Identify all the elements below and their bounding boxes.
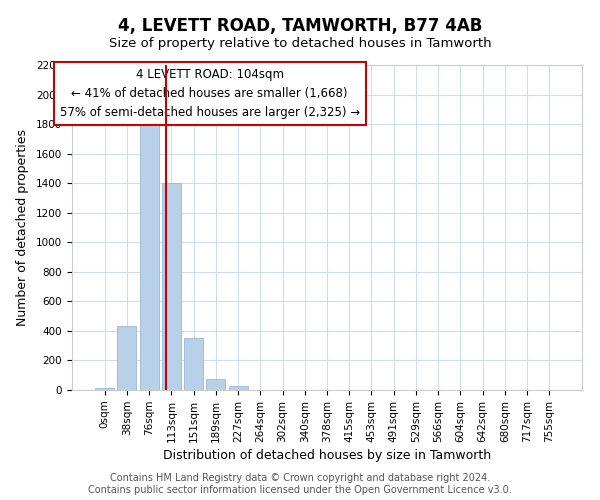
Bar bbox=[118, 326, 136, 390]
Bar bbox=[206, 379, 225, 390]
Text: Contains HM Land Registry data © Crown copyright and database right 2024.
Contai: Contains HM Land Registry data © Crown c… bbox=[88, 474, 512, 495]
Bar bbox=[229, 386, 248, 390]
Text: 4 LEVETT ROAD: 104sqm
← 41% of detached houses are smaller (1,668)
57% of semi-d: 4 LEVETT ROAD: 104sqm ← 41% of detached … bbox=[59, 68, 360, 119]
X-axis label: Distribution of detached houses by size in Tamworth: Distribution of detached houses by size … bbox=[163, 449, 491, 462]
Y-axis label: Number of detached properties: Number of detached properties bbox=[16, 129, 29, 326]
Bar bbox=[140, 124, 158, 390]
Bar bbox=[95, 388, 114, 390]
Text: 4, LEVETT ROAD, TAMWORTH, B77 4AB: 4, LEVETT ROAD, TAMWORTH, B77 4AB bbox=[118, 18, 482, 36]
Bar bbox=[184, 338, 203, 390]
Text: Size of property relative to detached houses in Tamworth: Size of property relative to detached ho… bbox=[109, 38, 491, 51]
Bar bbox=[162, 183, 181, 390]
